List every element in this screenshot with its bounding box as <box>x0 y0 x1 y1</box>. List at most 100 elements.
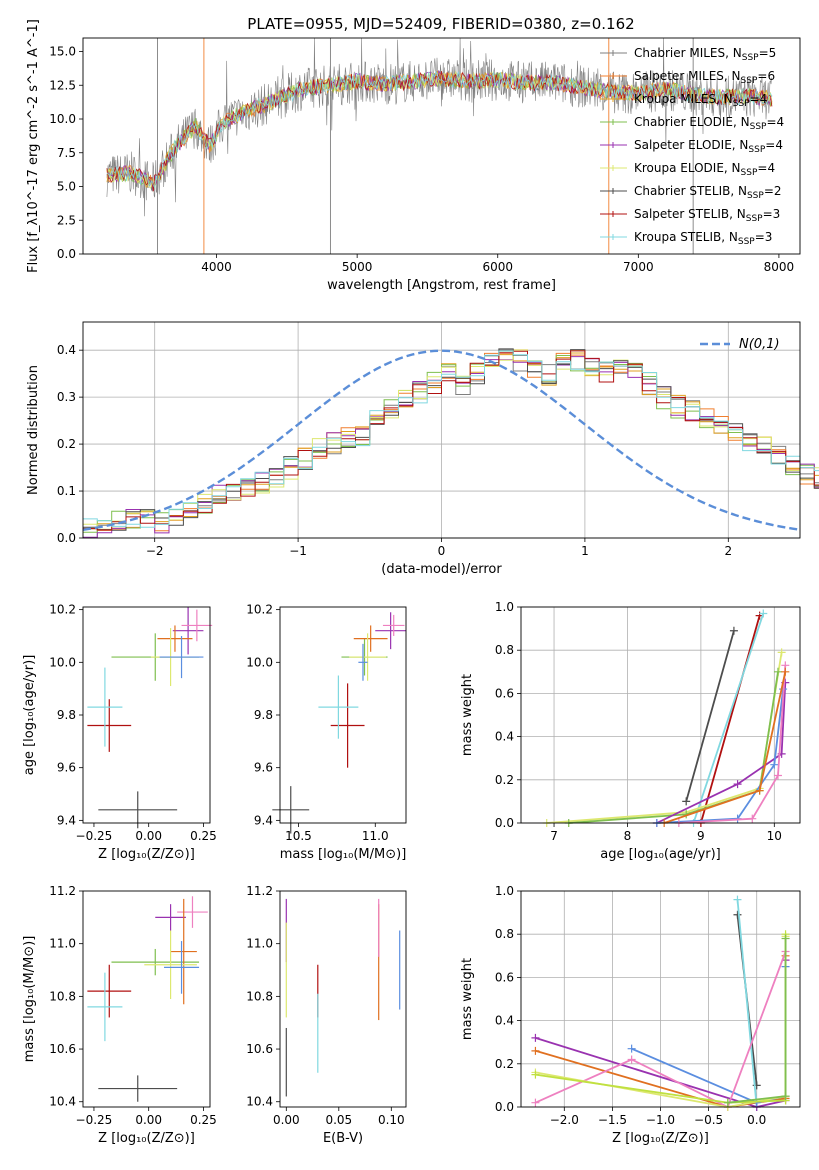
y-tick-label: 15.0 <box>49 45 76 59</box>
x-tick-label: −1.5 <box>598 1113 627 1127</box>
y-tick-label: 2.5 <box>57 213 76 227</box>
axes-frame <box>82 890 211 1108</box>
x-axis-label: Z [log₁₀(Z/Z⊙)] <box>612 1131 709 1146</box>
legend-label: Kroupa ELODIE, NSSP=4 <box>634 161 775 178</box>
weight-series-line <box>546 652 783 824</box>
x-tick-label: 0.25 <box>190 1113 217 1127</box>
x-axis-label: E(B-V) <box>323 1131 363 1146</box>
y-tick-label: 5.0 <box>57 180 76 194</box>
weight-point-marker <box>777 648 786 657</box>
gaussian-curve <box>82 349 801 531</box>
weight-series-line <box>568 671 779 824</box>
y-tick-label: 0.4 <box>57 343 76 357</box>
x-tick-label: −2.0 <box>550 1113 579 1127</box>
y-tick-label: 0.3 <box>57 390 76 404</box>
x-tick-label: −2 <box>146 544 164 558</box>
legend-label: Salpeter MILES, NSSP=6 <box>634 69 775 86</box>
axes-frame <box>279 606 407 824</box>
weight_vs_Z-panel: −2.0 −1.5 −1.0 −0.5 0.0 0.0 0.2 0.4 0.6 0.8 1.0 Z [… <box>460 884 801 1146</box>
y-tick-label: 1.0 <box>495 600 514 614</box>
y-tick-label: 10.0 <box>49 112 76 126</box>
axes-frame <box>520 606 801 824</box>
x-tick-label: 0.05 <box>325 1113 352 1127</box>
axes-frame <box>82 606 211 824</box>
weight-series-line <box>685 630 735 802</box>
x-axis-label: Z [log₁₀(Z/Z⊙)] <box>98 1131 195 1146</box>
x-tick-label: −1 <box>289 544 307 558</box>
mass_vs_Z-panel: −0.25 0.00 0.25 10.4 10.6 10.8 11.0 11.2 Z [log₁… <box>22 884 217 1146</box>
weight-point-marker <box>531 1046 540 1055</box>
weight-point-marker <box>781 1092 790 1101</box>
y-tick-label: 0.2 <box>495 1057 514 1071</box>
x-axis-label: age [log₁₀(age/yr)] <box>600 847 721 862</box>
y-axis-label: mass weight <box>460 674 475 756</box>
y-tick-label: 10.2 <box>49 603 76 617</box>
legend-label: Kroupa MILES, NSSP=4 <box>634 92 767 109</box>
y-tick-label: 0.8 <box>495 643 514 657</box>
weight-point-marker <box>781 934 790 943</box>
weight-point-marker <box>531 1033 540 1042</box>
axes-frame <box>279 890 407 1108</box>
x-tick-label: 0.25 <box>190 829 217 843</box>
x-axis-label: Z [log₁₀(Z/Z⊙)] <box>98 847 195 862</box>
x-tick-label: 0.00 <box>135 829 162 843</box>
y-tick-label: 7.5 <box>57 146 76 160</box>
weight-point-marker <box>723 1098 732 1107</box>
spectrum-panel: 4000 5000 6000 7000 8000 0.0 2.5 5.0 7.5 10.0 12.5… <box>26 19 801 293</box>
plot-area: 4000 5000 6000 7000 80000.02.55.07.510.012.5… <box>22 19 819 1146</box>
y-axis-label: Normed distribution <box>26 365 41 495</box>
mass_vs_ebv-panel: 0.00 0.05 0.10 10.4 10.6 10.8 11.0 11.2 E(B-V) <box>246 884 407 1146</box>
weight-point-marker <box>682 797 691 806</box>
residual-histogram <box>83 350 819 533</box>
x-tick-label: 0.0 <box>747 1113 766 1127</box>
y-tick-label: 0.0 <box>495 1100 514 1114</box>
x-axis-label: (data-model)/error <box>381 562 502 577</box>
x-tick-label: −0.25 <box>76 829 113 843</box>
x-tick-label: 10.5 <box>285 829 312 843</box>
weight-point-marker <box>755 786 764 795</box>
weight-point-marker <box>748 814 757 823</box>
age_vs_mass-panel: 10.5 11.0 9.4 9.6 9.8 10.0 10.2 mass [log₁₀(M/M… <box>246 603 407 862</box>
y-tick-label: 10.2 <box>246 603 273 617</box>
weight-point-marker <box>531 1070 540 1079</box>
residuals-panel: −2 −1 0 1 2 0.0 0.1 0.2 0.3 0.4 (data-model)/error… <box>26 321 819 577</box>
x-tick-label: −1.0 <box>646 1113 675 1127</box>
x-tick-label: 10 <box>767 829 782 843</box>
x-tick-label: 6000 <box>482 260 513 274</box>
y-tick-label: 11.0 <box>49 937 76 951</box>
axes-frame <box>82 37 801 255</box>
age_vs_Z-panel: −0.25 0.00 0.25 9.4 9.6 9.8 10.0 10.2 Z [log₁₀(Z… <box>22 603 217 862</box>
y-axis-label: age [log₁₀(age/yr)] <box>22 655 37 776</box>
y-tick-label: 0.8 <box>495 927 514 941</box>
weight-series-line <box>692 613 765 824</box>
figure-title: PLATE=0955, MJD=52409, FIBERID=0380, z=0… <box>247 15 634 33</box>
y-tick-label: 10.4 <box>246 1095 273 1109</box>
legend-label: Chabrier MILES, NSSP=5 <box>634 46 776 63</box>
axes-frame <box>520 890 801 1108</box>
x-tick-label: 5000 <box>342 260 373 274</box>
weight-point-marker <box>770 760 779 769</box>
axes-frame <box>82 321 801 539</box>
weight-point-marker <box>531 1098 540 1107</box>
y-tick-label: 10.8 <box>246 989 273 1003</box>
y-tick-label: 0.4 <box>495 1014 514 1028</box>
y-tick-label: 10.6 <box>49 1042 76 1056</box>
y-tick-label: 11.0 <box>246 937 273 951</box>
x-tick-label: 9 <box>697 829 705 843</box>
x-tick-label: 0.10 <box>378 1113 405 1127</box>
y-tick-label: 1.0 <box>495 884 514 898</box>
x-tick-label: 4000 <box>201 260 232 274</box>
legend-label: Salpeter ELODIE, NSSP=4 <box>634 138 783 155</box>
y-tick-label: 0.4 <box>495 730 514 744</box>
weight-point-marker <box>627 1055 636 1064</box>
y-tick-label: 9.4 <box>254 813 273 827</box>
y-tick-label: 0.2 <box>57 437 76 451</box>
y-tick-label: 10.0 <box>49 655 76 669</box>
model-spectrum-line <box>106 71 773 190</box>
x-tick-label: 1 <box>581 544 589 558</box>
y-tick-label: 10.8 <box>49 989 76 1003</box>
weight_vs_age-panel: 7 8 9 10 0.0 0.2 0.4 0.6 0.8 1.0 age [log₁₀(age/yr… <box>460 600 801 862</box>
weight-series-line <box>700 615 761 824</box>
y-tick-label: 12.5 <box>49 78 76 92</box>
legend-label: Chabrier STELIB, NSSP=2 <box>634 184 782 201</box>
